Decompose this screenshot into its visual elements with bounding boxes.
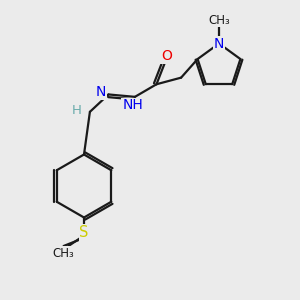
Text: NH: NH	[122, 98, 143, 112]
Text: N: N	[214, 37, 224, 50]
Text: CH₃: CH₃	[53, 249, 75, 262]
Text: N: N	[96, 85, 106, 99]
Text: S: S	[80, 230, 88, 244]
Text: O: O	[161, 49, 172, 63]
Text: H: H	[71, 104, 81, 117]
Text: CH₃: CH₃	[208, 14, 230, 27]
Text: CH₃: CH₃	[53, 247, 74, 260]
Text: S: S	[79, 225, 89, 240]
